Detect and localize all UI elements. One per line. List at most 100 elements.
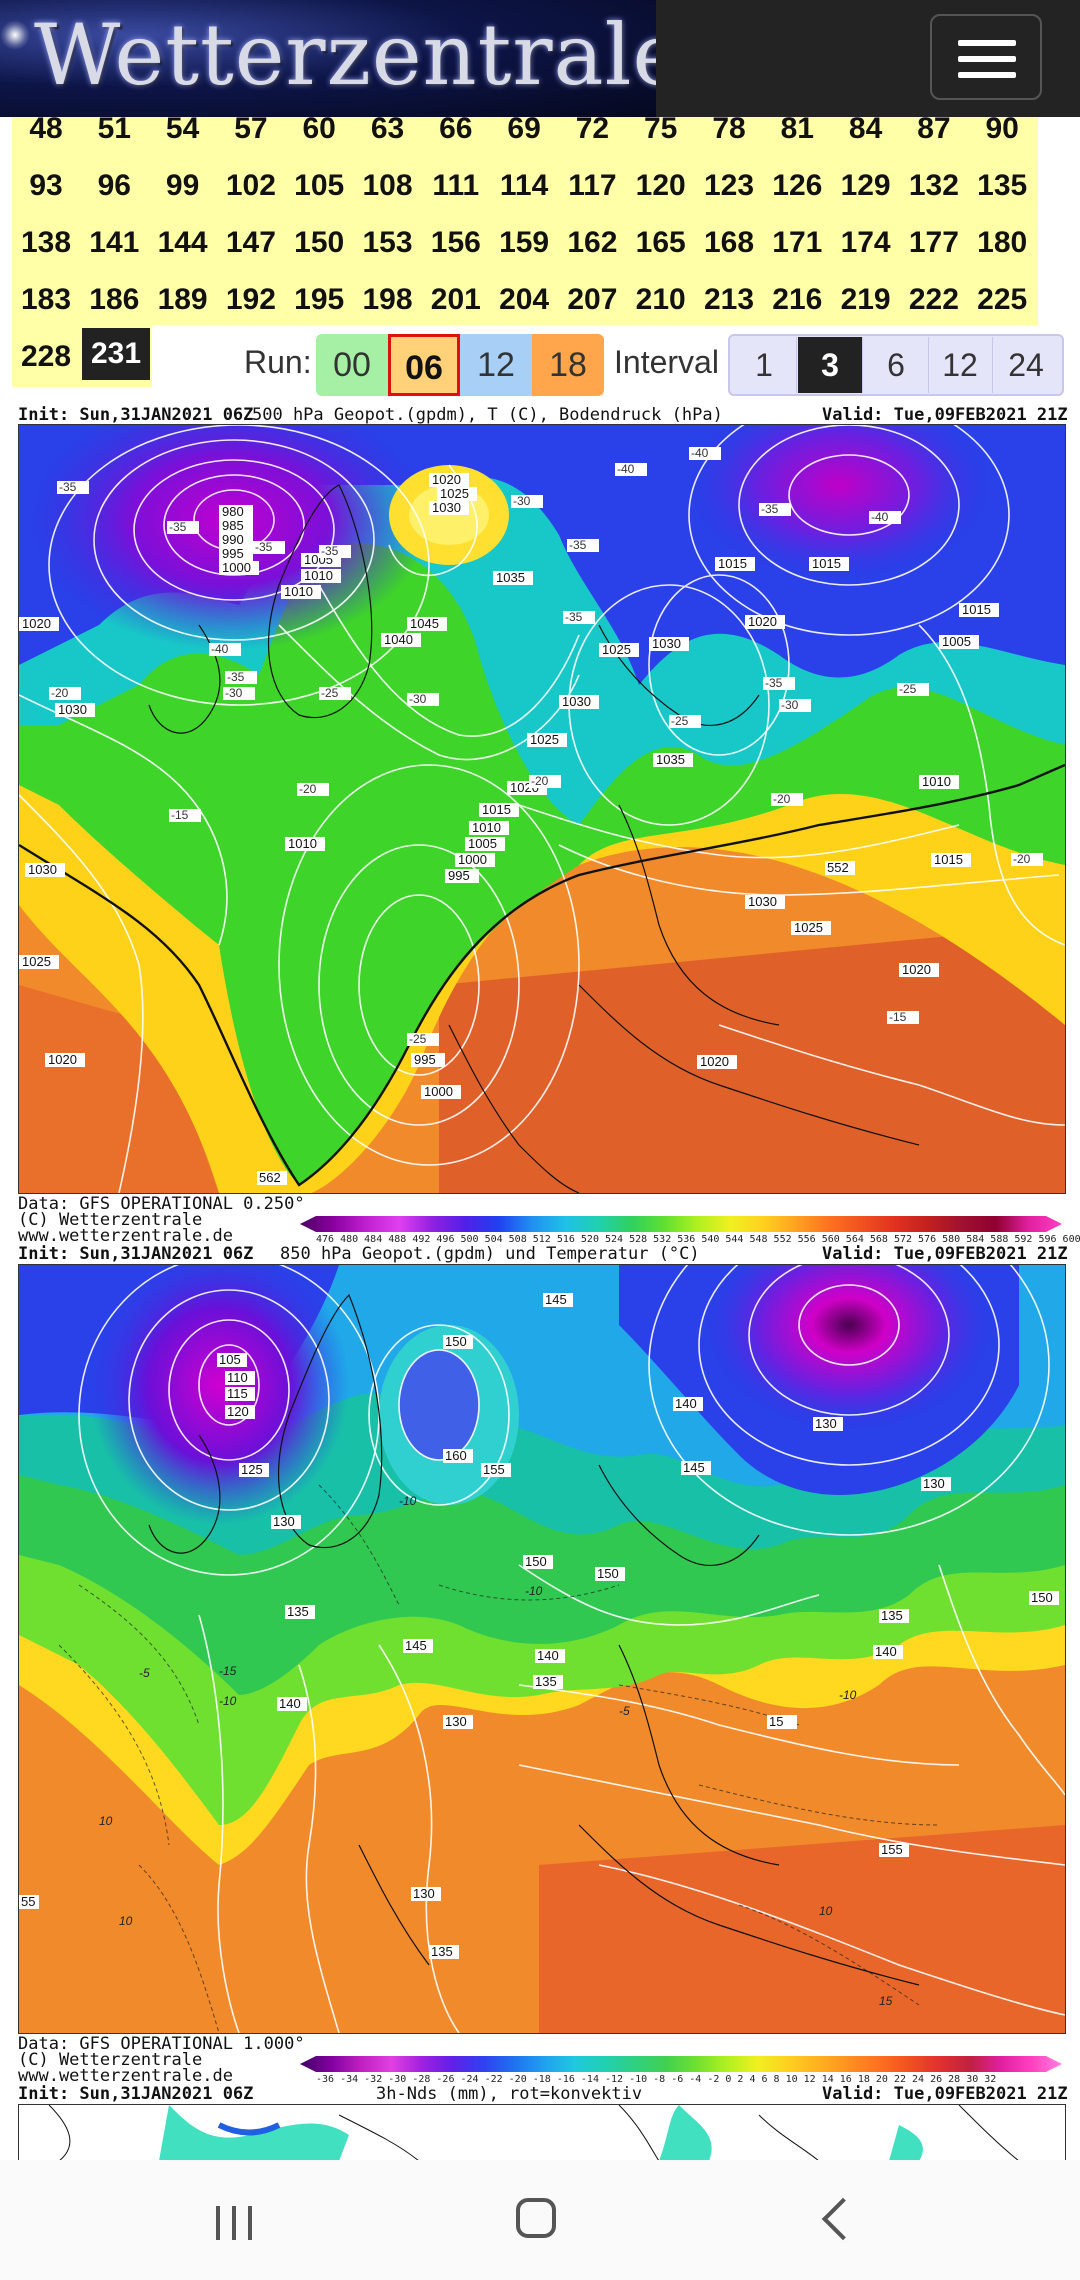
forecast-hour-selected[interactable]: 231 [82, 328, 150, 380]
interval-3-button[interactable]: 3 [798, 337, 863, 393]
map-500hpa-graphic: 980 985 990 995 1000 1005 1010 1010 1020… [19, 425, 1065, 1193]
back-icon[interactable] [821, 2197, 865, 2241]
forecast-hour-link[interactable]: 186 [89, 283, 140, 316]
forecast-hour-link[interactable]: 72 [575, 112, 610, 145]
forecast-hour-link[interactable]: 135 [977, 169, 1028, 202]
forecast-hour-link[interactable]: 96 [97, 169, 131, 202]
forecast-hour-link[interactable]: 168 [703, 226, 755, 259]
forecast-hour-link[interactable]: 108 [362, 169, 413, 202]
forecast-hour-link[interactable]: 144 [157, 226, 208, 259]
menu-icon [958, 40, 1016, 46]
forecast-hour-link[interactable]: 153 [362, 226, 413, 259]
forecast-hour-link[interactable]: 117 [568, 169, 617, 202]
forecast-hour-link[interactable]: 132 [908, 169, 959, 202]
svg-text:1015: 1015 [718, 556, 747, 571]
interval-1-button[interactable]: 1 [732, 337, 797, 393]
hamburger-menu-button[interactable] [930, 14, 1042, 100]
svg-text:1015: 1015 [482, 802, 511, 817]
forecast-hour-link[interactable]: 171 [772, 226, 823, 259]
forecast-hour-link[interactable]: 123 [703, 169, 755, 202]
forecast-hour-link[interactable]: 180 [977, 226, 1028, 259]
forecast-hour-link[interactable]: 57 [234, 112, 268, 145]
forecast-hour-link[interactable]: 225 [977, 283, 1028, 316]
forecast-hour-link[interactable]: 210 [635, 283, 686, 316]
forecast-hour-link[interactable]: 213 [703, 283, 755, 316]
svg-text:-10: -10 [219, 1694, 237, 1708]
forecast-hour-link[interactable]: 162 [567, 226, 618, 259]
forecast-hour-link[interactable]: 177 [908, 226, 959, 259]
forecast-hour-link[interactable]: 156 [430, 226, 481, 259]
svg-text:-10: -10 [399, 1494, 417, 1508]
forecast-hour-link[interactable]: 150 [294, 226, 345, 259]
forecast-hour-link[interactable]: 120 [635, 169, 686, 202]
interval-24-button[interactable]: 24 [1008, 347, 1044, 383]
forecast-hour-link[interactable]: 204 [499, 283, 550, 316]
forecast-hour-link[interactable]: 84 [848, 112, 883, 145]
run-06-button[interactable]: 06 [388, 334, 460, 396]
forecast-hour-link[interactable]: 63 [370, 112, 405, 145]
run-18-button[interactable]: 18 [532, 334, 604, 396]
forecast-hour-link[interactable]: 69 [507, 112, 541, 145]
svg-text:130: 130 [445, 1714, 467, 1729]
interval-6-button[interactable]: 6 [864, 337, 929, 393]
forecast-hour-link[interactable]: 87 [917, 112, 951, 145]
forecast-hour-link[interactable]: 189 [157, 283, 208, 316]
map-500hpa[interactable]: 980 985 990 995 1000 1005 1010 1010 1020… [18, 424, 1066, 1194]
forecast-hour-link[interactable]: 102 [225, 169, 276, 202]
forecast-hour-link[interactable]: 141 [89, 226, 140, 259]
svg-text:-10: -10 [839, 1688, 857, 1702]
forecast-hour-link[interactable]: 75 [644, 112, 678, 145]
forecast-hour-link[interactable]: 48 [29, 112, 63, 145]
forecast-hour-link[interactable]: 198 [362, 283, 413, 316]
forecast-hour-link[interactable]: 228 [20, 340, 72, 373]
forecast-hour-link[interactable]: 60 [302, 112, 336, 145]
forecast-hour-link[interactable]: 66 [439, 112, 473, 145]
forecast-hour-link[interactable]: 165 [635, 226, 686, 259]
map-precipitation[interactable] [18, 2104, 1066, 2162]
forecast-hour-link[interactable]: 195 [294, 283, 345, 316]
svg-text:-35: -35 [59, 480, 77, 494]
forecast-hour-link[interactable]: 174 [840, 226, 891, 259]
forecast-hour-link[interactable]: 126 [772, 169, 823, 202]
forecast-hour-link[interactable]: 51 [97, 112, 131, 145]
home-icon[interactable] [516, 2198, 556, 2238]
map2-title: 850 hPa Geopot.(gpdm) und Temperatur (°C… [280, 1244, 700, 1264]
forecast-hour-link[interactable]: 192 [225, 283, 276, 316]
svg-text:1030: 1030 [652, 636, 681, 651]
map1-website: www.wetterzentrale.de [18, 1226, 233, 1246]
map2-colorbar [300, 2056, 1062, 2072]
forecast-hour-link[interactable]: 81 [780, 112, 814, 145]
svg-text:1000: 1000 [424, 1084, 453, 1099]
svg-text:1025: 1025 [602, 642, 631, 657]
forecast-hour-link[interactable]: 129 [840, 169, 891, 202]
svg-text:10: 10 [819, 1904, 833, 1918]
svg-text:1005: 1005 [942, 634, 971, 649]
forecast-hour-link[interactable]: 183 [20, 283, 72, 316]
svg-text:150: 150 [525, 1554, 547, 1569]
forecast-hour-link[interactable]: 201 [430, 283, 481, 316]
forecast-hour-link[interactable]: 222 [908, 283, 959, 316]
svg-text:-5: -5 [139, 1666, 150, 1680]
forecast-hour-link[interactable]: 147 [225, 226, 276, 259]
forecast-hour-link[interactable]: 207 [567, 283, 618, 316]
run-12-button[interactable]: 12 [460, 334, 532, 396]
svg-text:-20: -20 [1013, 852, 1031, 866]
forecast-hour-link[interactable]: 138 [20, 226, 72, 259]
forecast-hour-link[interactable]: 105 [294, 169, 345, 202]
forecast-hour-link[interactable]: 114 [499, 169, 549, 202]
forecast-hour-link[interactable]: 93 [29, 169, 63, 202]
interval-12-button[interactable]: 12 [928, 337, 993, 393]
forecast-hour-link[interactable]: 216 [772, 283, 823, 316]
map-850hpa[interactable]: 105 110 115 120 125 130 135 140 145 150 … [18, 1264, 1066, 2034]
forecast-hour-link[interactable]: 78 [712, 112, 746, 145]
forecast-hour-link[interactable]: 219 [840, 283, 891, 316]
recent-apps-icon[interactable] [214, 2202, 254, 2242]
forecast-hour-link[interactable]: 159 [499, 226, 550, 259]
svg-text:135: 135 [881, 1608, 903, 1623]
run-00-button[interactable]: 00 [316, 334, 388, 396]
forecast-hour-link[interactable]: 99 [165, 169, 200, 202]
forecast-hour-link[interactable]: 54 [165, 112, 200, 145]
site-logo[interactable]: Wetterzentrale [0, 0, 656, 117]
forecast-hour-link[interactable]: 111 [432, 169, 480, 202]
forecast-hour-link[interactable]: 90 [985, 112, 1019, 145]
